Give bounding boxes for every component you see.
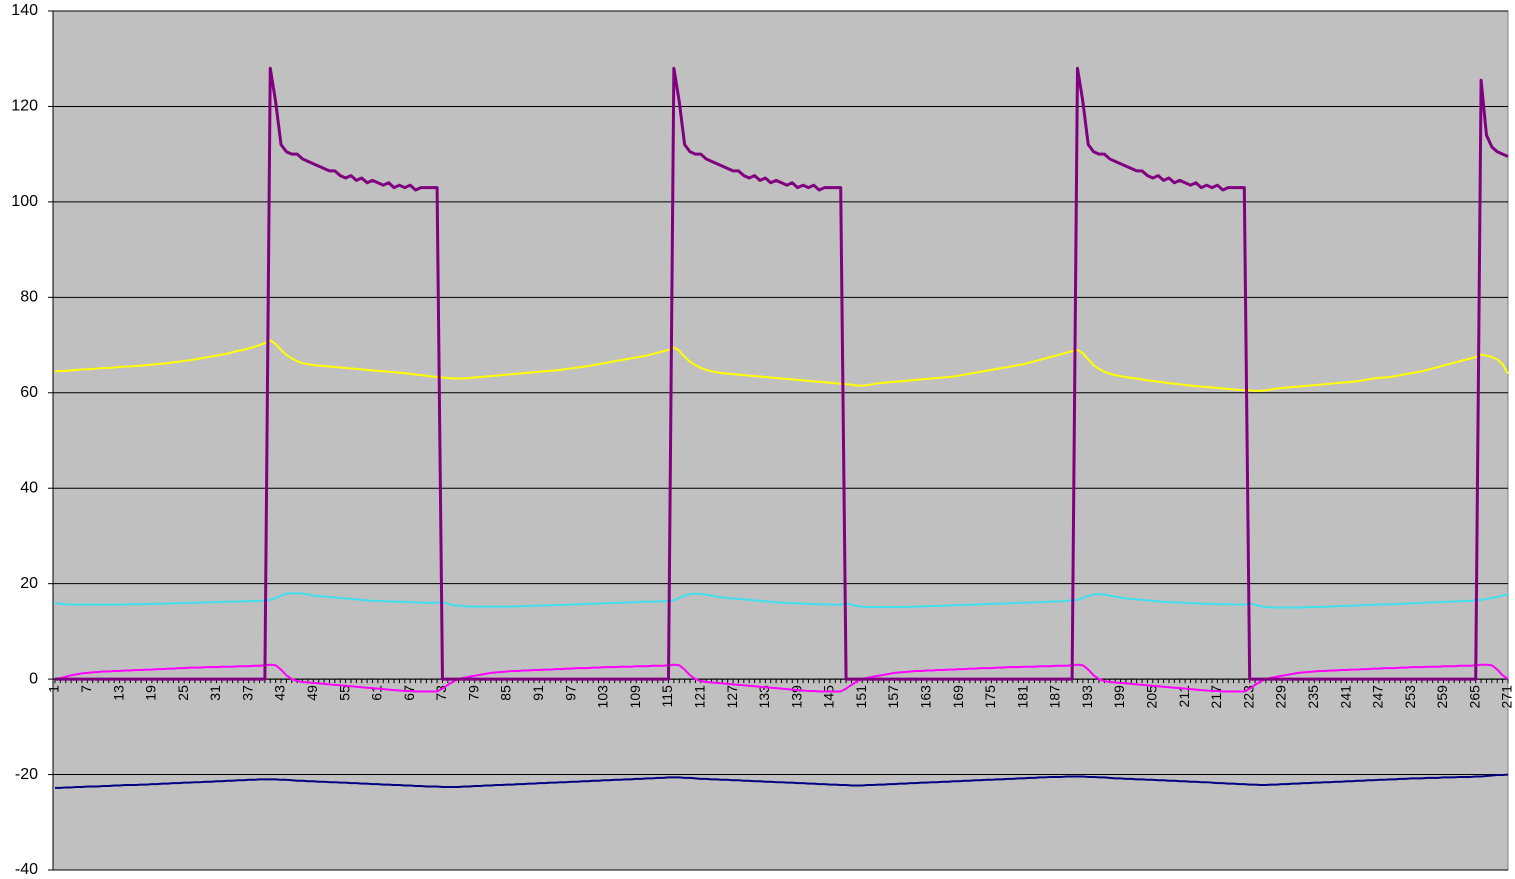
y-tick-label: 0	[29, 670, 38, 687]
y-tick-label: 40	[20, 479, 38, 496]
x-tick-label: 121	[691, 685, 707, 709]
x-tick-label: 229	[1273, 685, 1289, 709]
x-tick-label: 7	[78, 685, 94, 693]
y-tick-label: -20	[15, 766, 38, 783]
x-tick-label: 133	[756, 685, 772, 709]
y-tick-label: 80	[20, 289, 38, 306]
y-tick-label: -40	[15, 861, 38, 878]
x-tick-label: 157	[885, 685, 901, 709]
x-tick-label: 43	[272, 685, 288, 701]
x-tick-label: 205	[1144, 685, 1160, 709]
y-tick-label: 60	[20, 384, 38, 401]
x-tick-label: 37	[239, 685, 255, 701]
y-tick-label: 140	[11, 2, 38, 19]
x-tick-label: 115	[659, 685, 675, 708]
x-tick-label: 1	[46, 685, 62, 693]
series-line	[54, 339, 1509, 392]
series-line	[54, 592, 1509, 609]
x-tick-label: 151	[853, 685, 869, 709]
x-tick-label: 55	[336, 685, 352, 701]
x-tick-label: 145	[821, 685, 837, 709]
x-tick-label: 235	[1305, 685, 1321, 709]
x-tick-label: 241	[1337, 685, 1353, 709]
x-tick-label: 31	[207, 685, 223, 701]
x-tick-label: 211	[1176, 685, 1192, 708]
plot-area	[52, 10, 1509, 871]
x-tick-label: 169	[950, 685, 966, 709]
x-tick-label: 103	[595, 685, 611, 709]
x-tick-label: 271	[1499, 685, 1515, 709]
x-tick-label: 73	[433, 685, 449, 701]
x-tick-label: 91	[530, 685, 546, 701]
y-tick-label: 120	[11, 98, 38, 115]
y-tick-label: 100	[11, 193, 38, 210]
x-tick-label: 85	[498, 685, 514, 701]
x-tick-label: 67	[401, 685, 417, 701]
x-tick-label: 181	[1014, 685, 1030, 709]
series-line	[55, 66, 1509, 681]
y-tick-label: 20	[20, 575, 38, 592]
x-tick-label: 253	[1402, 685, 1418, 709]
x-tick-label: 217	[1208, 685, 1224, 709]
x-tick-label: 259	[1434, 685, 1450, 709]
x-tick-label: 127	[724, 685, 740, 709]
x-tick-label: 25	[175, 685, 191, 701]
x-tick-label: 193	[1079, 685, 1095, 709]
x-tick-label: 49	[304, 685, 320, 701]
x-tick-label: 139	[788, 685, 804, 709]
x-tick-label: 175	[982, 685, 998, 709]
x-tick-label: 13	[110, 685, 126, 701]
x-tick-label: 79	[465, 685, 481, 701]
x-tick-label: 163	[918, 685, 934, 709]
x-tick-label: 97	[562, 685, 578, 701]
x-tick-label: 19	[143, 685, 159, 701]
x-tick-label: 109	[627, 685, 643, 709]
x-tick-label: 187	[1047, 685, 1063, 709]
x-tick-label: 247	[1370, 685, 1386, 709]
x-tick-label: 199	[1111, 685, 1127, 709]
series-line	[55, 773, 1509, 789]
x-tick-label: 265	[1466, 685, 1482, 709]
